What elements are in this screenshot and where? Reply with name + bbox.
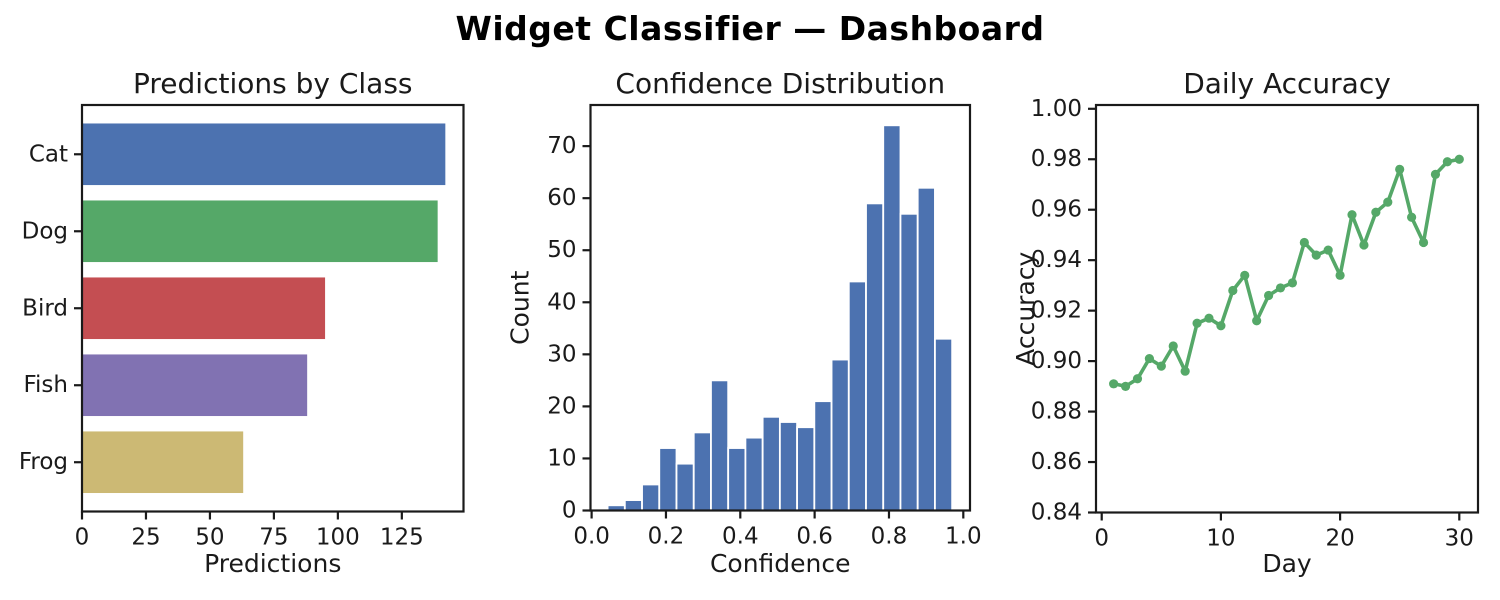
x-tick-label: 75: [259, 525, 288, 551]
axes-frame: [589, 103, 972, 512]
data-point-marker: [1454, 154, 1464, 164]
data-point-marker: [1430, 169, 1441, 179]
data-point-marker: [1347, 210, 1357, 220]
y-tick-label: 70: [547, 133, 576, 159]
x-tick-label: 0.2: [648, 524, 685, 550]
y-tick-label: 0.88: [1031, 399, 1082, 425]
y-tick-label: 0: [562, 498, 577, 524]
x-tick-label: 125: [380, 525, 424, 551]
x-tick-label: 0.6: [796, 524, 833, 550]
data-point-marker: [1180, 366, 1190, 376]
axes-frame: [1094, 103, 1480, 514]
data-point-marker: [1204, 313, 1214, 323]
data-point-marker: [1442, 157, 1452, 167]
y-tick-label: 60: [547, 185, 576, 211]
y-category-label: Fish: [23, 372, 68, 398]
x-tick-label: 0.0: [573, 524, 610, 550]
y-axis-label: Accuracy: [1011, 251, 1040, 365]
y-category-label: Cat: [29, 141, 68, 167]
chart-title: Confidence Distribution: [615, 67, 945, 100]
data-point-marker: [1311, 250, 1321, 260]
data-point-marker: [1216, 321, 1226, 331]
data-point-marker: [1228, 285, 1238, 296]
bar-bird: [82, 277, 326, 340]
x-tick-label: 100: [316, 525, 360, 551]
y-tick-label: 1.00: [1031, 96, 1082, 122]
y-tick-label: 0.92: [1031, 298, 1082, 324]
bar-cat: [82, 123, 446, 186]
y-tick-label: 0.98: [1031, 146, 1082, 172]
data-point-marker: [1168, 341, 1178, 351]
y-tick-label: 0.84: [1031, 500, 1082, 526]
bar-frog: [82, 431, 244, 494]
x-tick-label: 0.4: [722, 524, 759, 550]
chart-title: Daily Accuracy: [1183, 67, 1391, 100]
axes-frame: [80, 103, 465, 513]
data-point-markers: [1109, 154, 1464, 391]
y-category-label: Bird: [22, 295, 68, 321]
y-category-label: Frog: [19, 449, 68, 475]
data-point-marker: [1263, 290, 1274, 301]
x-axis-label: Predictions: [204, 549, 341, 578]
y-tick-label: 0.90: [1031, 348, 1082, 374]
data-point-marker: [1299, 237, 1309, 248]
bar-fish: [82, 354, 308, 417]
x-tick-label: 25: [131, 525, 160, 551]
data-point-marker: [1132, 374, 1143, 384]
y-tick-label: 40: [547, 289, 576, 315]
data-point-marker: [1418, 237, 1429, 248]
x-axis-label: Confidence: [710, 549, 851, 578]
data-point-marker: [1371, 207, 1381, 217]
y-axis-label: Count: [506, 270, 535, 344]
y-tick-label: 0.86: [1031, 449, 1082, 475]
data-point-marker: [1407, 212, 1417, 222]
x-tick-label: 0: [1094, 526, 1109, 552]
accuracy-line: [1111, 157, 1462, 389]
x-tick-label: 10: [1206, 526, 1235, 552]
data-point-marker: [1252, 316, 1262, 326]
data-point-marker: [1323, 245, 1333, 255]
figure-title: Widget Classifier — Dashboard: [455, 9, 1045, 48]
data-point-marker: [1383, 197, 1393, 207]
x-tick-label: 0: [75, 525, 90, 551]
data-point-marker: [1192, 318, 1202, 328]
x-tick-label: 1.0: [945, 524, 982, 550]
x-tick-label: 0.8: [871, 524, 908, 550]
data-point-marker: [1395, 164, 1405, 174]
y-tick-label: 0.96: [1031, 197, 1082, 223]
data-point-marker: [1287, 278, 1298, 288]
x-tick-label: 30: [1445, 526, 1474, 552]
data-point-marker: [1144, 353, 1154, 364]
data-point-marker: [1335, 270, 1345, 280]
data-point-marker: [1240, 270, 1250, 280]
x-axis-label: Day: [1262, 549, 1312, 578]
y-tick-label: 20: [547, 393, 576, 419]
y-tick-label: 0.94: [1031, 247, 1082, 273]
data-point-marker: [1156, 361, 1166, 371]
y-tick-label: 30: [547, 341, 576, 367]
data-point-marker: [1275, 283, 1286, 293]
x-tick-label: 50: [195, 525, 224, 551]
y-tick-label: 50: [547, 237, 576, 263]
y-category-label: Dog: [22, 218, 68, 244]
y-tick-label: 10: [547, 445, 576, 471]
data-point-marker: [1109, 379, 1119, 389]
data-point-marker: [1120, 381, 1131, 391]
bar-dog: [82, 200, 438, 263]
data-point-marker: [1359, 240, 1369, 250]
chart-title: Predictions by Class: [133, 67, 413, 100]
x-tick-label: 20: [1325, 526, 1354, 552]
